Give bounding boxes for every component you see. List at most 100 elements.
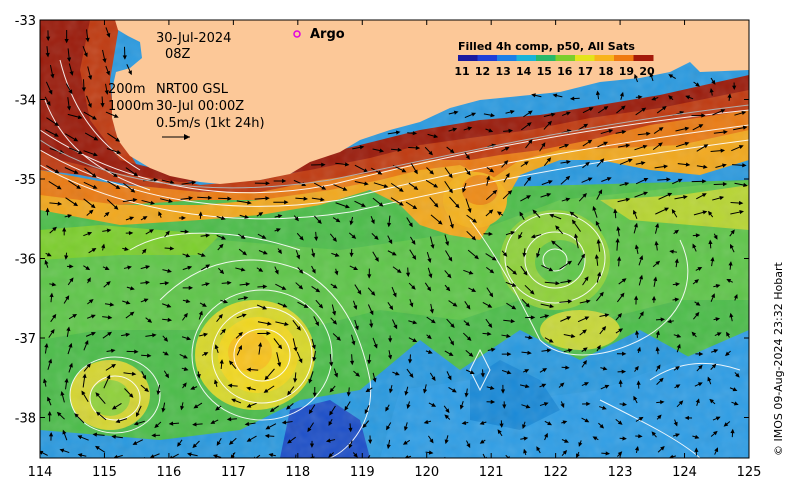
- current-arrowhead: [727, 93, 732, 98]
- current-arrowhead: [266, 331, 271, 336]
- current-arrowhead: [106, 228, 112, 233]
- current-arrowhead: [714, 447, 719, 453]
- current-arrowhead: [615, 238, 620, 243]
- current-arrowhead: [511, 305, 517, 310]
- current-arrowhead: [694, 311, 700, 317]
- current-arrowhead: [694, 447, 699, 452]
- x-tick-label: 120: [414, 465, 439, 480]
- colorbar-tick-label: 15: [537, 65, 552, 78]
- current-arrowhead: [711, 79, 716, 85]
- sst-field: [40, 20, 749, 458]
- current-arrowhead: [142, 216, 148, 221]
- current-arrowhead: [429, 438, 434, 444]
- current-arrowhead: [166, 303, 172, 308]
- x-tick-label: 115: [92, 465, 117, 480]
- current-arrowhead: [584, 382, 589, 387]
- current-arrowhead: [184, 229, 190, 234]
- argo-marker-icon: [293, 30, 301, 38]
- current-arrowhead: [355, 372, 360, 377]
- current-arrowhead: [318, 303, 324, 309]
- current-arrowhead: [411, 285, 416, 290]
- current-arrowhead: [544, 432, 548, 438]
- current-arrowhead: [95, 392, 100, 397]
- current-arrowhead: [62, 429, 67, 435]
- current-arrowhead: [638, 95, 643, 100]
- current-arrowhead: [445, 241, 450, 247]
- current-arrowhead: [522, 424, 527, 430]
- current-arrowhead: [164, 281, 170, 286]
- current-arrow: [466, 457, 469, 458]
- current-arrowhead: [263, 388, 269, 393]
- current-vectors: [40, 27, 748, 458]
- current-arrowhead: [344, 162, 350, 167]
- current-arrowhead: [720, 109, 726, 114]
- current-arrowhead: [566, 316, 572, 321]
- current-arrowhead: [334, 252, 340, 257]
- current-arrowhead: [328, 421, 333, 426]
- current-arrowhead: [73, 201, 79, 207]
- current-arrowhead: [566, 111, 571, 116]
- current-arrowhead: [44, 259, 49, 265]
- current-arrowhead: [602, 366, 608, 371]
- y-tick-label: -38: [15, 412, 36, 427]
- current-arrowhead: [567, 279, 573, 284]
- current-arrowhead: [428, 450, 434, 455]
- current-arrowhead: [332, 284, 338, 289]
- current-arrowhead: [564, 438, 569, 443]
- current-arrowhead: [387, 354, 393, 360]
- current-arrowhead: [396, 268, 402, 274]
- current-arrowhead: [395, 371, 400, 376]
- current-arrowhead: [695, 398, 700, 404]
- x-tick-label: 114: [28, 465, 53, 480]
- current-arrowhead: [550, 112, 556, 117]
- current-arrowhead: [634, 73, 638, 79]
- current-arrowhead: [132, 197, 138, 203]
- current-arrowhead: [298, 284, 304, 290]
- current-arrowhead: [548, 267, 554, 272]
- current-arrowhead: [415, 145, 421, 150]
- current-arrowhead: [523, 436, 529, 441]
- time-label: 08Z: [165, 47, 191, 62]
- current-arrowhead: [625, 197, 631, 202]
- current-arrowhead: [364, 181, 369, 186]
- current-arrowhead: [684, 141, 690, 146]
- current-arrowhead: [743, 182, 748, 188]
- current-arrowhead: [674, 258, 679, 264]
- current-arrowhead: [165, 230, 170, 236]
- current-arrowhead: [294, 216, 299, 222]
- current-arrowhead: [104, 90, 109, 95]
- current-arrowhead: [247, 200, 252, 205]
- current-arrowhead: [149, 229, 154, 234]
- current-arrowhead: [69, 277, 74, 283]
- current-arrowhead: [144, 387, 149, 393]
- current-arrowhead: [433, 202, 439, 208]
- current-arrowhead: [437, 220, 443, 225]
- current-arrowhead: [431, 376, 436, 382]
- current-arrowhead: [468, 352, 474, 357]
- current-arrowhead: [161, 407, 166, 413]
- current-arrowhead: [385, 406, 390, 412]
- current-arrowhead: [329, 387, 335, 393]
- current-arrowhead: [433, 134, 439, 139]
- current-arrowhead: [726, 279, 732, 283]
- current-arrowhead: [634, 244, 639, 250]
- current-arrowhead: [298, 269, 304, 274]
- current-arrowhead: [377, 170, 383, 175]
- current-arrowhead: [111, 405, 117, 410]
- current-arrowhead: [349, 360, 355, 366]
- current-arrowhead: [480, 373, 485, 378]
- current-arrowhead: [479, 420, 485, 425]
- current-arrowhead: [627, 158, 633, 163]
- current-arrowhead: [113, 172, 118, 178]
- isobath-line: [40, 104, 749, 189]
- current-arrowhead: [190, 385, 196, 390]
- current-arrowhead: [308, 409, 313, 415]
- current-arrowhead: [364, 409, 369, 415]
- current-arrowhead: [227, 383, 233, 388]
- current-arrowhead: [430, 244, 435, 249]
- current-arrowhead: [698, 364, 703, 370]
- current-arrowhead: [111, 363, 117, 369]
- current-arrowhead: [449, 340, 454, 346]
- current-arrowhead: [68, 362, 73, 368]
- current-arrowhead: [559, 382, 565, 388]
